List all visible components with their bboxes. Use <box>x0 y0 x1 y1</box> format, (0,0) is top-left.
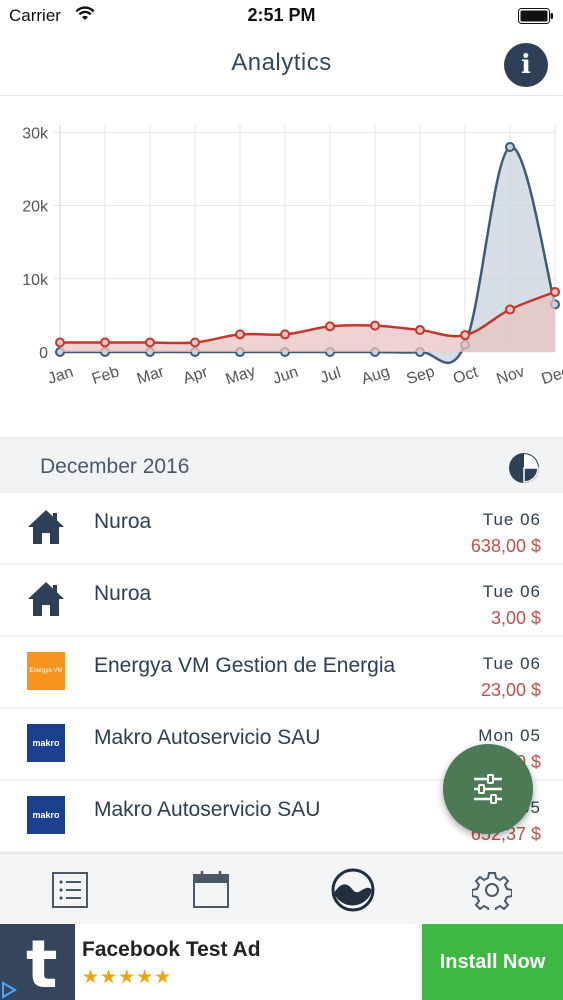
x-tick-label: May <box>224 363 258 389</box>
x-tick-label: Nov <box>494 363 526 388</box>
makro-logo: makro <box>27 724 65 762</box>
y-tick-label: 30k <box>22 125 49 142</box>
nav-bar: Analytics i <box>0 32 563 96</box>
data-point <box>505 141 515 152</box>
x-tick-label: Jan <box>46 364 76 388</box>
x-tick-label: Feb <box>90 363 122 388</box>
transaction-name: Nuroa <box>94 582 152 605</box>
transaction-amount: 638,00 $ <box>470 536 541 556</box>
data-point <box>505 304 515 315</box>
x-tick-label: Sep <box>404 363 436 388</box>
data-point <box>145 337 155 348</box>
install-now-button[interactable]: Install Now <box>422 924 563 1000</box>
ad-banner[interactable]: t Facebook Test Ad ★★★★★ Install Now <box>0 924 563 1000</box>
ad-app-logo: t <box>0 924 75 1000</box>
transaction-amount: 3,00 $ <box>490 608 541 628</box>
transaction-date: Tue 06 <box>482 654 541 673</box>
energya-logo: Energya VM <box>27 652 65 690</box>
adchoices-icon[interactable] <box>0 980 18 1000</box>
data-point <box>280 329 290 340</box>
page-title: Analytics <box>231 49 332 76</box>
data-point <box>325 321 335 332</box>
data-point <box>235 329 245 340</box>
clock: 2:51 PM <box>247 5 316 25</box>
carrier-label: Carrier <box>9 6 61 25</box>
analytics-chart: 0 10k 20k 30k Jan Feb Mar Apr May Jun Jul Aug Sep Oct… <box>0 97 563 437</box>
calendar-icon[interactable] <box>191 870 231 910</box>
house-icon <box>28 510 64 544</box>
section-header: December 2016 <box>0 437 563 493</box>
status-bar: Carrier 2:51 PM <box>0 0 563 32</box>
data-point <box>190 337 200 348</box>
ad-title: Facebook Test Ad <box>82 938 261 961</box>
data-point <box>415 325 425 336</box>
analytics-wave-icon[interactable] <box>331 868 375 912</box>
analytics-chart-svg: 0 10k 20k 30k Jan Feb Mar Apr May Jun Jul Aug Sep Oct… <box>22 125 563 389</box>
list-item[interactable]: Nuroa Tue 06 638,00 $ <box>0 493 563 563</box>
info-button[interactable]: i <box>504 43 548 87</box>
x-tick-label: Mar <box>135 363 167 388</box>
data-point <box>550 286 560 297</box>
transaction-name: Nuroa <box>94 510 152 533</box>
wifi-icon <box>75 6 95 20</box>
makro-logo: makro <box>27 796 65 834</box>
tab-bar <box>0 853 563 924</box>
filter-sliders-icon <box>474 774 502 804</box>
data-point <box>55 337 65 348</box>
data-point <box>100 337 110 348</box>
x-tick-label: Aug <box>359 363 391 388</box>
list-item[interactable]: Nuroa Tue 06 3,00 $ <box>0 565 563 635</box>
ad-rating-stars: ★★★★★ <box>82 967 173 988</box>
filter-fab-button[interactable] <box>443 744 533 834</box>
list-item[interactable]: Energya VM Energya VM Gestion de Energia… <box>0 637 563 707</box>
battery-icon <box>518 8 553 24</box>
x-tick-label: Dec <box>539 363 563 388</box>
ad-logo-letter: t <box>26 926 58 1000</box>
x-tick-label: Jun <box>271 364 301 388</box>
data-point <box>460 330 470 341</box>
section-title: December 2016 <box>40 455 190 478</box>
transaction-name: Makro Autoservicio SAU <box>94 798 321 821</box>
info-icon: i <box>521 50 531 80</box>
y-tick-label: 20k <box>22 199 49 216</box>
transaction-date: Mon 05 <box>478 726 541 745</box>
x-tick-label: Oct <box>451 364 480 388</box>
y-tick-label: 0 <box>39 345 48 362</box>
transaction-name: Energya VM Gestion de Energia <box>94 654 396 677</box>
transaction-amount: 23,00 $ <box>480 680 541 700</box>
transaction-name: Makro Autoservicio SAU <box>94 726 321 749</box>
x-tick-label: Jul <box>318 364 343 386</box>
series-area <box>60 291 555 352</box>
transaction-date: Tue 06 <box>482 510 541 529</box>
data-point <box>370 320 380 331</box>
house-icon <box>28 582 64 616</box>
x-tick-label: Apr <box>181 364 211 388</box>
list-icon[interactable] <box>50 870 90 910</box>
transaction-date: Tue 06 <box>482 582 541 601</box>
y-tick-label: 10k <box>22 272 49 289</box>
gear-icon[interactable] <box>472 870 512 910</box>
pie-chart-icon[interactable] <box>508 452 540 484</box>
